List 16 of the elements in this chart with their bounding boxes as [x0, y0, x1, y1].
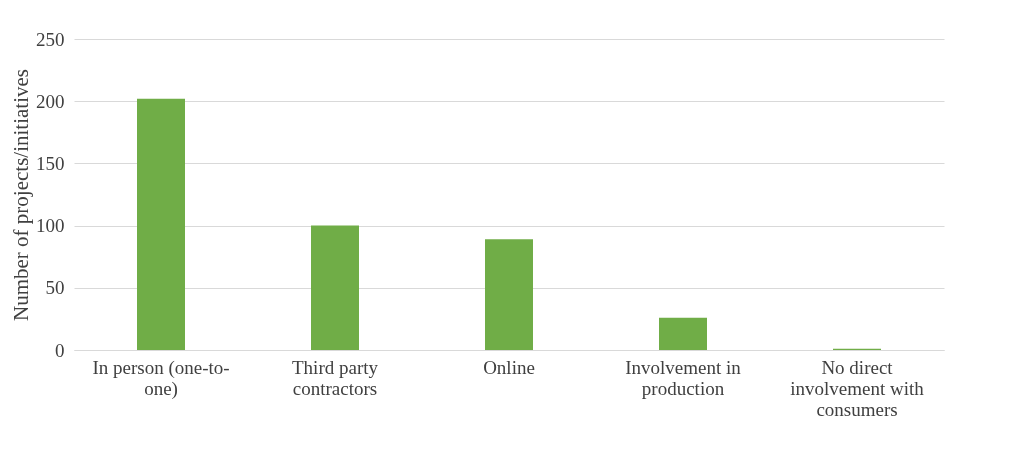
y-tick-label: 100: [36, 215, 65, 237]
y-tick-label: 50: [45, 277, 65, 299]
bar: [311, 225, 359, 350]
y-tick-label: 150: [36, 152, 65, 174]
x-tick-label: No direct involvement with consumers: [790, 356, 925, 420]
y-tick-label: 0: [55, 339, 65, 361]
y-tick-label: 250: [36, 28, 65, 50]
bar: [659, 317, 707, 350]
x-tick-label: Involvement in production: [625, 356, 742, 399]
x-tick-label: In person (one-to-one): [92, 356, 230, 400]
x-tick-label: Third party contractors: [291, 356, 379, 399]
bar: [137, 98, 185, 350]
x-tick-label: Online: [483, 356, 535, 378]
bar: [485, 239, 533, 350]
y-tick-label: 200: [36, 90, 65, 112]
y-axis-title: Number of projects/initiatives: [9, 69, 33, 321]
